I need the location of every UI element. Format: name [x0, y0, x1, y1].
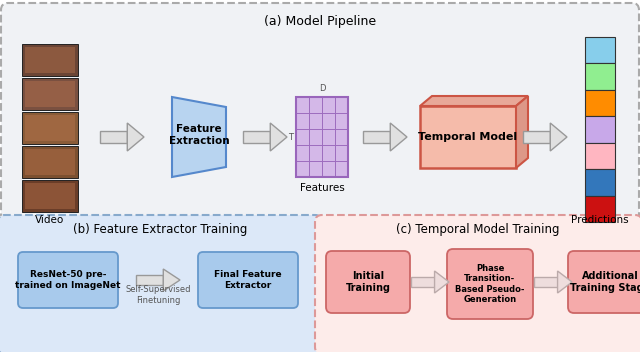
Bar: [420, 106, 516, 168]
Bar: [25, 47, 75, 73]
Text: (b) Feature Extractor Training: (b) Feature Extractor Training: [73, 222, 247, 235]
Bar: [585, 63, 615, 90]
Bar: [322, 161, 335, 177]
Polygon shape: [127, 123, 144, 151]
Bar: [22, 44, 78, 76]
Polygon shape: [390, 123, 407, 151]
FancyBboxPatch shape: [326, 251, 410, 313]
Bar: [523, 131, 550, 143]
Text: Final Feature
Extractor: Final Feature Extractor: [214, 270, 282, 290]
Bar: [296, 129, 309, 145]
Bar: [335, 97, 348, 113]
Text: Additional
Training Stage: Additional Training Stage: [570, 271, 640, 293]
Bar: [22, 78, 78, 110]
Bar: [335, 129, 348, 145]
Bar: [243, 131, 270, 143]
Text: Self-Supervised
Finetuning: Self-Supervised Finetuning: [125, 285, 191, 305]
Bar: [25, 115, 75, 141]
Polygon shape: [270, 123, 287, 151]
Bar: [309, 97, 322, 113]
Text: Predictions: Predictions: [571, 215, 629, 225]
Bar: [309, 113, 322, 129]
Bar: [411, 277, 435, 287]
Bar: [335, 113, 348, 129]
FancyBboxPatch shape: [0, 215, 322, 352]
Text: Features: Features: [300, 183, 344, 193]
Text: (c) Temporal Model Training: (c) Temporal Model Training: [396, 222, 560, 235]
Bar: [322, 145, 335, 161]
Bar: [136, 275, 163, 285]
Bar: [363, 131, 390, 143]
Bar: [585, 169, 615, 196]
Polygon shape: [420, 96, 528, 106]
Bar: [322, 113, 335, 129]
FancyBboxPatch shape: [18, 252, 118, 308]
FancyBboxPatch shape: [447, 249, 533, 319]
Bar: [25, 183, 75, 209]
Bar: [309, 161, 322, 177]
Text: Temporal Model: Temporal Model: [419, 132, 518, 142]
Bar: [296, 97, 309, 113]
Text: Feature
Extraction: Feature Extraction: [169, 124, 229, 146]
FancyBboxPatch shape: [315, 215, 640, 352]
Bar: [335, 161, 348, 177]
Polygon shape: [163, 269, 180, 291]
Bar: [585, 143, 615, 169]
Bar: [309, 129, 322, 145]
Bar: [309, 145, 322, 161]
Text: Video: Video: [35, 215, 65, 225]
Polygon shape: [550, 123, 567, 151]
Text: (a) Model Pipeline: (a) Model Pipeline: [264, 15, 376, 29]
Bar: [585, 196, 615, 222]
Bar: [585, 37, 615, 63]
Bar: [100, 131, 127, 143]
Bar: [585, 90, 615, 116]
Bar: [296, 113, 309, 129]
Text: D: D: [319, 84, 325, 93]
Text: Phase
Transition-
Based Pseudo-
Generation: Phase Transition- Based Pseudo- Generati…: [455, 264, 525, 304]
Bar: [296, 161, 309, 177]
Text: Initial
Training: Initial Training: [346, 271, 390, 293]
FancyBboxPatch shape: [198, 252, 298, 308]
Bar: [296, 145, 309, 161]
Text: ResNet-50 pre-
trained on ImageNet: ResNet-50 pre- trained on ImageNet: [15, 270, 121, 290]
FancyBboxPatch shape: [568, 251, 640, 313]
Bar: [322, 129, 335, 145]
Bar: [25, 149, 75, 175]
Bar: [22, 146, 78, 178]
Bar: [296, 97, 348, 177]
Bar: [22, 180, 78, 212]
Bar: [22, 112, 78, 144]
Bar: [335, 145, 348, 161]
Text: T: T: [288, 132, 293, 142]
Bar: [25, 81, 75, 107]
Bar: [534, 277, 557, 287]
Polygon shape: [435, 271, 449, 293]
Polygon shape: [557, 271, 572, 293]
Polygon shape: [516, 96, 528, 168]
FancyBboxPatch shape: [1, 3, 639, 221]
Bar: [585, 116, 615, 143]
Bar: [322, 97, 335, 113]
Polygon shape: [172, 97, 226, 177]
